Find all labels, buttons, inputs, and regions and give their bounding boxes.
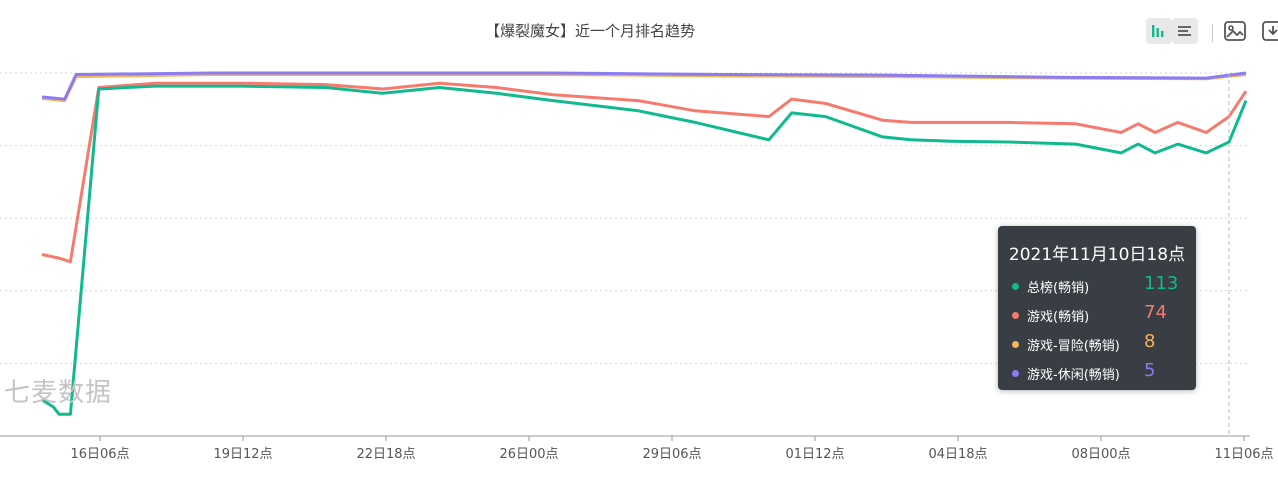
x-tick-label: 01日12点 — [785, 447, 844, 462]
toolbox-separator — [1212, 24, 1213, 42]
image-icon[interactable] — [1222, 18, 1248, 44]
series-dot — [1012, 370, 1019, 377]
list-icon[interactable] — [1172, 18, 1198, 44]
series-line — [41, 84, 1248, 416]
x-axis: 16日06点 19日12点 22日18点 26日00点 29日06点 01日12点 04日1… — [0, 435, 1274, 462]
chart-title: 【爆裂魔女】近一个月排名趋势 — [484, 22, 695, 40]
x-tick-label: 19日12点 — [213, 447, 272, 462]
x-tick-label: 11日06点 — [1214, 447, 1273, 462]
x-tick-label: 26日00点 — [499, 447, 558, 462]
tooltip-series-value: 8 — [1144, 331, 1156, 352]
download-icon[interactable] — [1260, 18, 1278, 44]
series-dot — [1012, 341, 1019, 348]
series-line — [41, 71, 1247, 101]
bar-chart-icon[interactable] — [1146, 18, 1172, 44]
tooltip: 2021年11月10日18点 总榜(畅销) 113 游戏(畅销) 74 游戏-冒… — [998, 226, 1196, 390]
series-dot — [1012, 312, 1019, 319]
series-lines — [41, 71, 1248, 416]
tooltip-series-name: 总榜(畅销) — [1027, 281, 1090, 296]
x-tick-label: 08日00点 — [1071, 447, 1130, 462]
tooltip-series-value: 5 — [1144, 360, 1156, 381]
x-tick-label: 04日18点 — [928, 447, 987, 462]
series-dot — [1012, 283, 1019, 290]
tooltip-series-name: 游戏(畅销) — [1027, 310, 1090, 325]
watermark: 七麦数据 — [4, 378, 113, 408]
tooltip-row: 游戏(畅销) 74 — [998, 302, 1196, 331]
x-tick-label: 16日06点 — [70, 447, 129, 462]
tooltip-series-name: 游戏-休闲(畅销) — [1027, 368, 1120, 383]
tooltip-row: 游戏-休闲(畅销) 5 — [998, 360, 1196, 389]
x-tick-label: 29日06点 — [642, 447, 701, 462]
tooltip-series-value: 113 — [1144, 273, 1179, 294]
tooltip-series-name: 游戏-冒险(畅销) — [1027, 339, 1120, 354]
series-line — [41, 81, 1248, 264]
tooltip-row: 游戏-冒险(畅销) 8 — [998, 331, 1196, 360]
tooltip-title: 2021年11月10日18点 — [1008, 245, 1186, 265]
tooltip-series-value: 74 — [1144, 302, 1167, 323]
x-tick-label: 22日18点 — [356, 447, 415, 462]
tooltip-row: 总榜(畅销) 113 — [998, 273, 1196, 302]
